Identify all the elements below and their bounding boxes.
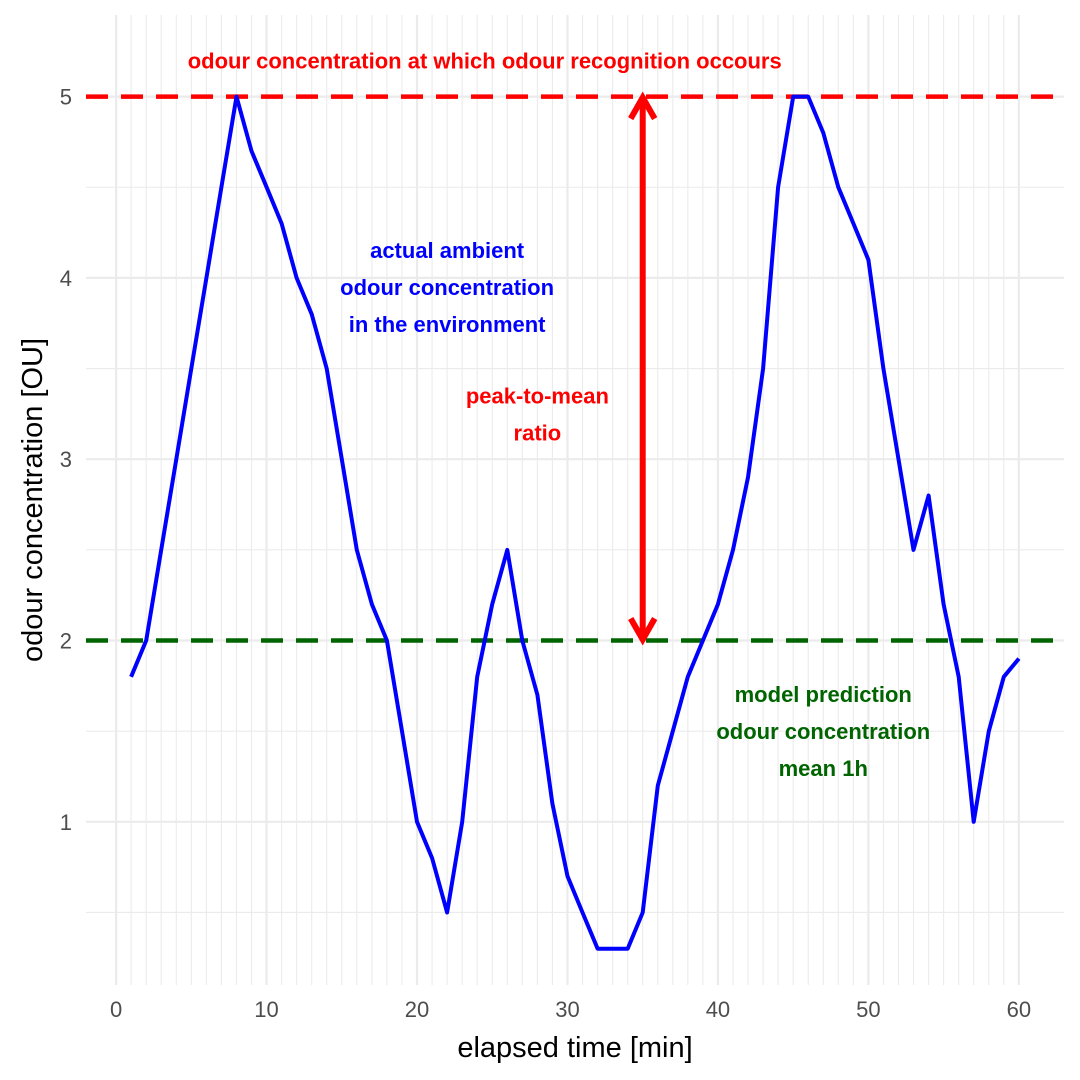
arrow-head-top [628, 91, 658, 121]
x-tick-label: 50 [856, 997, 880, 1022]
x-axis-title: elapsed time [min] [457, 1032, 692, 1064]
annotation-0-line-0: odour concentration at which odour recog… [188, 48, 782, 73]
annotation-1-line-0: actual ambient [370, 238, 525, 263]
major-gridlines [86, 15, 1064, 985]
annotation-3-line-1: odour concentration [716, 719, 930, 744]
x-tick-label: 60 [1007, 997, 1031, 1022]
minor-gridlines [86, 15, 1064, 985]
peak-to-mean-arrow [628, 91, 658, 646]
x-tick-labels: 0 10 20 30 40 50 60 [110, 997, 1031, 1022]
annotations-layer: odour concentration at which odour recog… [188, 48, 930, 781]
x-tick-label: 0 [110, 997, 122, 1022]
x-tick-label: 30 [555, 997, 579, 1022]
y-tick-labels: 1 2 3 4 5 [60, 85, 72, 835]
y-tick-label: 3 [60, 447, 72, 472]
reference-lines [86, 94, 1064, 643]
series-line-0 [129, 94, 1021, 951]
y-tick-label: 4 [60, 266, 72, 291]
annotation-1-line-2: in the environment [349, 312, 546, 337]
y-tick-label: 1 [60, 810, 72, 835]
x-tick-label: 40 [706, 997, 730, 1022]
series-layer [129, 94, 1021, 951]
x-tick-label: 10 [254, 997, 278, 1022]
annotation-2-line-1: ratio [514, 420, 562, 445]
annotation-3-line-2: mean 1h [779, 756, 868, 781]
x-tick-label: 20 [405, 997, 429, 1022]
arrow-head-bottom [628, 617, 658, 646]
annotation-3-line-0: model prediction [735, 682, 912, 707]
annotation-2-line-0: peak-to-mean [466, 383, 609, 408]
y-tick-label: 2 [60, 629, 72, 654]
y-axis-title: odour concentration [OU] [17, 338, 49, 662]
annotation-1-line-1: odour concentration [340, 275, 554, 300]
y-tick-label: 5 [60, 85, 72, 110]
